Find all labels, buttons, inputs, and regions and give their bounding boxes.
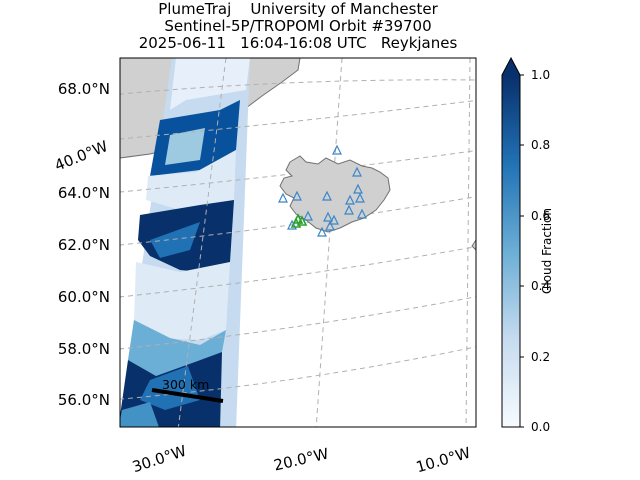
colorbar-tick-0-6: 0.6 xyxy=(531,209,551,223)
tropomi-swath xyxy=(120,58,250,427)
reykjanes-vent-markers xyxy=(290,213,308,228)
volcano-markers xyxy=(278,144,367,237)
colorbar-tick-0-2: 0.2 xyxy=(531,350,551,364)
colorbar-tick-0-0: 0.0 xyxy=(531,420,551,434)
lat-label-64: 64.0°N xyxy=(57,184,110,202)
coast-edge-right xyxy=(471,239,476,251)
colorbar-ticks xyxy=(520,74,524,428)
lat-label-68: 68.0°N xyxy=(57,80,110,98)
scale-bar xyxy=(151,388,224,403)
title-line-1: PlumeTraj University of Manchester xyxy=(158,0,438,18)
colorbar-extend-arrow xyxy=(502,58,520,75)
colorbar-tick-0-8: 0.8 xyxy=(531,138,551,152)
scale-bar-label: 300 km xyxy=(162,377,210,392)
map-frame xyxy=(119,57,477,428)
colorbar-tick-1-0: 1.0 xyxy=(531,68,551,82)
colorbar-label: Cloud Fraction xyxy=(540,208,554,294)
colorbar-tick-0-4: 0.4 xyxy=(531,279,551,293)
lat-label-58: 58.0°N xyxy=(57,340,110,358)
title-line-3: 2025-06-11 16:04-16:08 UTC Reykjanes xyxy=(138,34,458,52)
title-line-2: Sentinel-5P/TROPOMI Orbit #39700 xyxy=(164,17,432,35)
lat-label-56: 56.0°N xyxy=(57,391,110,409)
lat-label-62: 62.0°N xyxy=(57,236,110,254)
graticule xyxy=(120,58,476,427)
colorbar-frame xyxy=(501,56,521,428)
lat-label-60: 60.0°N xyxy=(57,288,110,306)
colorbar-fill xyxy=(502,75,520,427)
